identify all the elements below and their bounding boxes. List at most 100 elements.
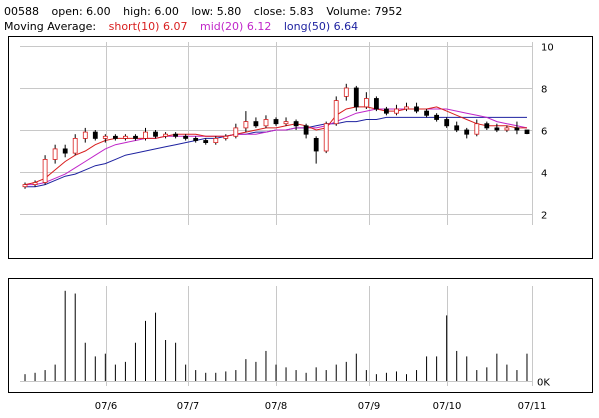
ma-label: Moving Average: — [4, 20, 97, 33]
candle — [153, 130, 158, 139]
close-label: close: — [253, 5, 286, 18]
candle-body-down — [62, 148, 68, 154]
candle-body-down — [173, 133, 179, 137]
candle-body-up — [233, 127, 239, 137]
candle-body-up — [143, 131, 148, 139]
candle-body-down — [113, 135, 118, 139]
candle-body-down — [484, 123, 490, 129]
candle — [353, 85, 359, 112]
candle-body-up — [32, 182, 38, 185]
candle — [223, 134, 229, 141]
volume-value: 7952 — [374, 5, 403, 18]
candle — [173, 132, 179, 139]
candle — [373, 96, 379, 112]
candle — [133, 134, 138, 141]
candle — [383, 106, 389, 116]
candle-body-up — [283, 121, 289, 125]
candle-body-up — [42, 158, 48, 183]
price-y-tick-label: 4 — [541, 169, 547, 180]
candle-body-down — [353, 87, 359, 108]
open-label: open: — [51, 5, 83, 18]
candle — [253, 117, 259, 128]
candle — [233, 123, 239, 139]
candle — [213, 136, 219, 145]
candle-body-down — [434, 114, 440, 120]
candle — [32, 180, 38, 187]
candle — [444, 117, 450, 128]
candle-body-up — [504, 127, 510, 131]
candle-body-down — [203, 140, 209, 143]
price-y-tick-label: 6 — [541, 127, 547, 138]
candle-body-down — [494, 127, 500, 131]
candle-body-down — [454, 125, 460, 131]
candle — [404, 102, 409, 112]
candle — [42, 155, 48, 185]
candle-body-up — [343, 87, 349, 97]
candle — [113, 134, 118, 141]
low-label: low: — [191, 5, 214, 18]
candle — [243, 111, 249, 133]
candle-body-up — [123, 135, 128, 139]
candle — [323, 121, 329, 154]
candle-body-up — [323, 123, 329, 152]
candle — [293, 119, 299, 130]
date-tick-label: 07/7 — [177, 401, 199, 412]
short-ma-value: 6.07 — [162, 20, 188, 33]
candle-body-down — [303, 125, 309, 135]
candle — [92, 130, 98, 141]
candle — [123, 134, 128, 141]
candle — [484, 121, 490, 130]
ma-line-short10 — [24, 106, 527, 186]
candle — [283, 117, 289, 126]
candle-body-up — [213, 137, 219, 143]
price-y-tick-label: 10 — [541, 43, 554, 54]
candle — [474, 119, 480, 137]
candle-body-up — [394, 108, 399, 114]
candle-body-up — [52, 148, 58, 160]
moving-average-row: Moving Average: short(10) 6.07 mid(20) 6… — [4, 20, 367, 33]
candle — [143, 127, 148, 141]
date-tick-label: 07/9 — [358, 401, 380, 412]
candle-body-down — [253, 121, 259, 127]
high-value: 6.00 — [154, 5, 179, 18]
volume-label: Volume: — [326, 5, 371, 18]
short-ma-label: short(10) — [108, 20, 160, 33]
candle-body-up — [263, 119, 269, 127]
candle — [102, 134, 108, 143]
candle-body-down — [464, 129, 470, 135]
candle-body-down — [414, 106, 419, 112]
high-label: high: — [123, 5, 151, 18]
ma-line-mid20 — [25, 108, 528, 186]
candle — [203, 138, 209, 145]
candle-body-up — [243, 121, 249, 129]
candle-body-up — [163, 133, 169, 137]
candle — [424, 109, 430, 118]
quote-row: 00588 open: 6.00 high: 6.00 low: 5.80 cl… — [4, 5, 411, 18]
close-value: 5.83 — [289, 5, 314, 18]
volume-y-tick-label: 0K — [537, 378, 550, 389]
candle — [263, 115, 269, 128]
candle — [62, 144, 68, 158]
date-tick-label: 07/10 — [433, 401, 462, 412]
candle — [524, 129, 530, 135]
candle — [72, 134, 78, 156]
date-tick-label: 07/11 — [518, 401, 547, 412]
date-tick-label: 07/6 — [95, 401, 117, 412]
candle — [193, 136, 199, 143]
candle-body-down — [524, 129, 530, 134]
candle-body-down — [293, 121, 299, 127]
candle — [494, 123, 500, 133]
candle-body-down — [444, 119, 450, 127]
candle — [313, 136, 319, 164]
candle-body-up — [102, 135, 108, 139]
candle-body-down — [383, 108, 389, 114]
candle — [183, 134, 189, 141]
candle-body-down — [183, 135, 189, 139]
candle — [273, 117, 279, 126]
candle — [434, 113, 440, 122]
candle-body-up — [333, 100, 339, 125]
candle — [163, 132, 169, 139]
candle-body-down — [313, 137, 319, 152]
long-ma-value: 6.64 — [333, 20, 359, 33]
